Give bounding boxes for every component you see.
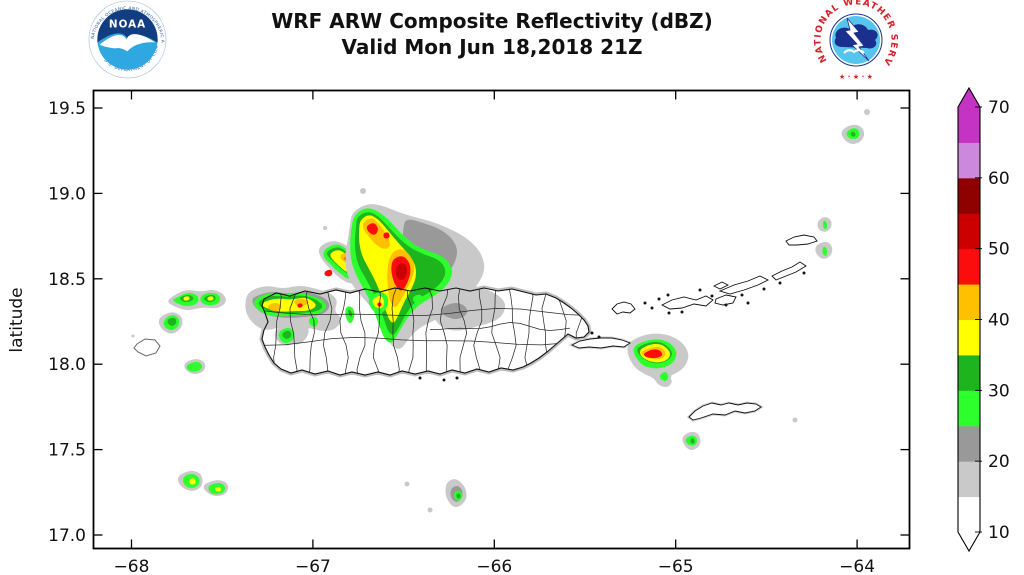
- mona-outline: [133, 338, 161, 357]
- colorbar-segment: [958, 461, 980, 498]
- colorbar-tick-label: 30: [988, 381, 1010, 401]
- colorbar-segment: [958, 390, 980, 427]
- reflectivity-blob-r: [383, 232, 390, 239]
- anegada-outline: [785, 234, 818, 246]
- virgin_gorda-outline: [771, 261, 807, 281]
- x-tick-label: −67: [295, 557, 331, 575]
- colorbar-segment: [958, 213, 980, 250]
- reflectivity-blob-y: [189, 478, 196, 485]
- colorbar-segment: [958, 248, 980, 285]
- reflectivity-blob-r: [644, 349, 663, 358]
- map-layers: [131, 109, 870, 513]
- reflectivity-blob-gr2: [690, 438, 695, 444]
- vieques-outline: [570, 337, 631, 349]
- nws-logo: NATIONAL WEATHER SERVICE ★ · ★ · ★: [814, 0, 897, 81]
- reflectivity-blob-gr2: [851, 131, 856, 137]
- st_john-outline: [714, 294, 737, 306]
- y-tick-label: 17.5: [48, 441, 86, 461]
- colorbar-segment: [958, 284, 980, 320]
- colorbar-tick-label: 60: [988, 169, 1010, 189]
- puerto-rico-outline: [261, 287, 590, 376]
- colorbar-over-arrow: [958, 88, 980, 107]
- colorbar-tick-label: 10: [988, 523, 1010, 543]
- reflectivity-blob-gr1: [186, 361, 203, 372]
- nws-lightning-icon: [844, 17, 870, 62]
- reflectivity-blob-r: [324, 269, 333, 277]
- reflectivity-blob-gr2: [282, 330, 292, 339]
- noaa-acronym: NOAA: [109, 19, 146, 31]
- reflectivity-blob-g: [441, 303, 468, 319]
- reflectivity-blob-gr2: [167, 317, 177, 326]
- chart-title: WRF ARW Composite Reflectivity (dBZ): [271, 9, 713, 33]
- colorbar-tick-label: 20: [988, 452, 1010, 472]
- colorbar-segment: [958, 107, 980, 143]
- y-tick-label: 18.0: [48, 355, 86, 375]
- colorbar-tick-label: 70: [988, 98, 1010, 118]
- y-tick-label: 18.5: [48, 270, 86, 290]
- y-tick-label: 17.0: [48, 526, 86, 546]
- colorbar-under-arrow: [958, 532, 980, 551]
- reflectivity-blob-y: [207, 296, 214, 301]
- reflectivity-blob-o: [268, 302, 282, 312]
- x-tick-label: −66: [476, 557, 512, 575]
- y-axis-label: latitude: [7, 287, 27, 352]
- st_croix-outline: [688, 402, 762, 421]
- colorbar-segment: [958, 496, 980, 533]
- colorbar-segment: [958, 177, 980, 214]
- st_thomas-outline: [660, 295, 714, 310]
- reflectivity-blob-y: [183, 296, 190, 301]
- chart-title-block: WRF ARW Composite Reflectivity (dBZ) Val…: [232, 8, 752, 60]
- nws-stars: ★ · ★ · ★: [839, 73, 873, 81]
- reflectivity-blob-gr1: [660, 372, 669, 382]
- chart-subtitle: Valid Mon Jun 18,2018 21Z: [341, 35, 643, 59]
- reflectivity-blob-dr: [395, 263, 408, 281]
- x-tick-label: −68: [114, 557, 150, 575]
- colorbar-segment: [958, 142, 980, 179]
- colorbar-segment: [958, 425, 980, 462]
- colorbar-tick-label: 40: [988, 311, 1010, 331]
- reflectivity-contours: [131, 109, 870, 513]
- y-tick-label: 19.0: [48, 184, 86, 204]
- colorbar-segment: [958, 319, 980, 356]
- coastlines: [133, 234, 818, 421]
- colorbar-tick-label: 50: [988, 240, 1010, 260]
- reflectivity-blob-lg: [430, 284, 506, 331]
- axes: −68 −67 −66 −65 −64 19.5 19.0 18.5 18.0 17.5 17.0 l…: [7, 89, 911, 575]
- reflectivity-blob-gr1: [822, 246, 827, 256]
- tortola-outline: [718, 275, 770, 295]
- noaa-seagull-icon: [99, 34, 156, 52]
- culebra-outline: [611, 301, 636, 315]
- noaa-emblem-sky: [97, 9, 158, 43]
- nws-gull-icon: [843, 49, 865, 54]
- colorbar-segment: [958, 354, 980, 391]
- reflectivity-blob-r: [297, 303, 303, 308]
- reflectivity-blob-gr2: [348, 309, 352, 317]
- colorbar: 10 20 30 40 50 60 70: [957, 86, 1010, 553]
- reflectivity-blob-r: [366, 223, 378, 235]
- jost-outline: [712, 281, 730, 290]
- x-tick-label: −65: [658, 557, 694, 575]
- reflectivity-blob-y: [215, 487, 221, 492]
- reflectivity-blob-gr2: [456, 493, 461, 499]
- noaa-logo: NATIONAL OCEANIC AND ATMOSPHERIC ADMINIS…: [88, 0, 167, 79]
- reflectivity-blob-gr1: [413, 294, 424, 304]
- y-tick-label: 19.5: [48, 99, 86, 119]
- x-tick-label: −64: [839, 557, 875, 575]
- reflectivity-blob-gr1: [823, 220, 827, 230]
- reflectivity-blob-gr1: [309, 316, 319, 327]
